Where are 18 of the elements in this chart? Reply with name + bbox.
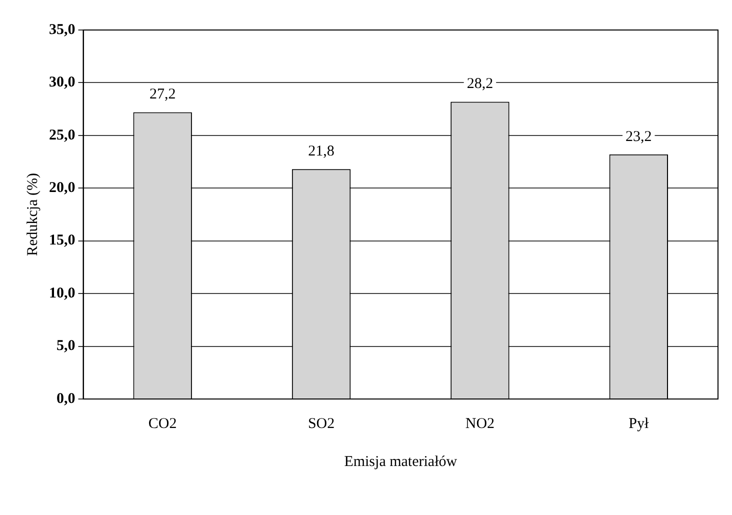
y-tick-label: 0,0	[56, 390, 76, 407]
y-tick-label: 35,0	[49, 22, 76, 38]
y-tick-label: 25,0	[49, 127, 76, 144]
y-tick-label: 20,0	[49, 180, 76, 196]
x-tick-label: Pył	[628, 416, 650, 432]
y-tick-label: 30,0	[49, 74, 76, 91]
data-label: 21,8	[308, 144, 334, 160]
x-tick-label: CO2	[148, 416, 177, 432]
x-tick-label: SO2	[308, 416, 335, 432]
data-label: 28,2	[466, 76, 494, 92]
y-tick-label: 15,0	[49, 232, 76, 249]
x-axis-title: Emisja materiałów	[344, 454, 458, 470]
data-label: 27,2	[149, 86, 176, 103]
x-tick-label: NO2	[465, 416, 495, 432]
y-tick-label: 5,0	[56, 338, 76, 354]
y-tick-label: 10,0	[49, 285, 76, 302]
y-axis-title: Redukcja (%)	[24, 173, 41, 256]
data-label: 23,2	[626, 128, 652, 145]
